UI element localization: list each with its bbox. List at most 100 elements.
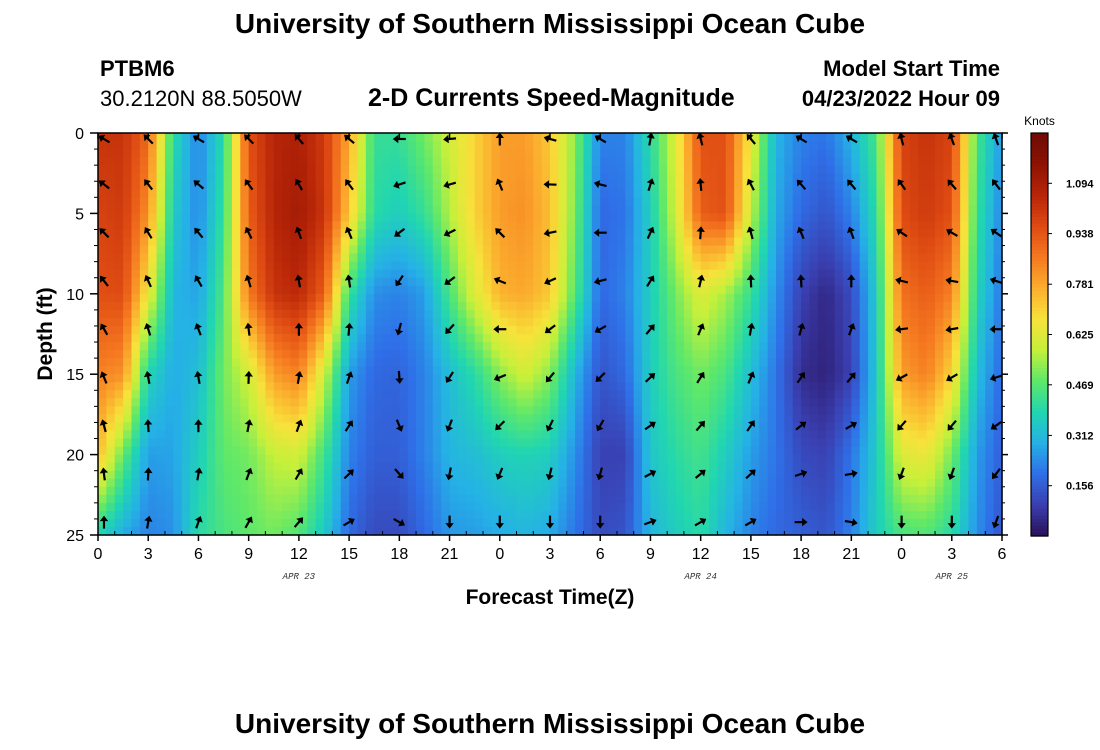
heatmap-cell (600, 325, 610, 335)
heatmap-cell (600, 374, 610, 383)
heatmap-cell (457, 374, 467, 383)
heatmap-cell (424, 237, 434, 247)
heatmap-cell (550, 462, 559, 472)
heatmap-cell (650, 205, 660, 214)
heatmap-cell (524, 325, 534, 335)
heatmap-cell (173, 269, 183, 279)
heatmap-cell (198, 406, 208, 415)
heatmap-cell (315, 518, 325, 528)
heatmap-cell (625, 253, 635, 263)
heatmap-cell (307, 237, 317, 247)
heatmap-cell (616, 157, 626, 166)
heatmap-cell (340, 342, 350, 351)
heatmap-cell (817, 342, 827, 351)
heatmap-cell (206, 149, 216, 158)
heatmap-cell (608, 213, 618, 223)
heatmap-cell (826, 366, 836, 375)
heatmap-cell (909, 229, 919, 239)
heatmap-cell (583, 309, 593, 319)
heatmap-cell (483, 390, 493, 399)
heatmap-cell (516, 317, 526, 327)
heatmap-cell (642, 438, 652, 448)
heatmap-cell (558, 494, 568, 504)
heatmap-cell (558, 526, 568, 536)
heatmap-cell (675, 141, 685, 150)
heatmap-cell (131, 277, 141, 287)
heatmap-cell (608, 438, 618, 448)
heatmap-cell (240, 197, 250, 206)
heatmap-cell (139, 526, 149, 536)
heatmap-cell (156, 438, 166, 448)
heatmap-cell (692, 149, 702, 158)
heatmap-cell (164, 334, 174, 343)
heatmap-cell (575, 366, 585, 375)
heatmap-cell (683, 526, 693, 536)
heatmap-cell (466, 438, 476, 448)
heatmap-cell (893, 237, 903, 247)
heatmap-cell (776, 141, 785, 150)
heatmap-cell (876, 454, 886, 464)
heatmap-cell (332, 382, 342, 391)
heatmap-cell (190, 366, 200, 375)
heatmap-cell (257, 149, 267, 158)
heatmap-cell (106, 358, 116, 367)
heatmap-cell (558, 309, 568, 319)
heatmap-cell (817, 430, 827, 440)
heatmap-cell (349, 269, 359, 279)
heatmap-cell (290, 301, 300, 311)
heatmap-cell (700, 462, 710, 472)
heatmap-cell (231, 189, 241, 198)
heatmap-cell (667, 510, 677, 520)
heatmap-cell (164, 213, 174, 223)
heatmap-cell (466, 133, 476, 142)
heatmap-cell (257, 374, 267, 383)
heatmap-cell (767, 317, 777, 327)
heatmap-cell (156, 293, 166, 303)
heatmap-cell (399, 237, 409, 247)
heatmap-cell (265, 342, 275, 351)
heatmap-cell (399, 285, 409, 295)
heatmap-cell (190, 526, 200, 536)
heatmap-cell (709, 237, 719, 247)
heatmap-cell (524, 414, 534, 424)
heatmap-cell (616, 494, 626, 504)
heatmap-cell (608, 478, 618, 488)
heatmap-cell (474, 382, 484, 391)
heatmap-cell (842, 253, 852, 263)
heatmap-cell (374, 342, 384, 351)
heatmap-cell (340, 494, 350, 504)
heatmap-cell (248, 334, 258, 343)
heatmap-cell (248, 390, 258, 399)
heatmap-cell (801, 301, 811, 311)
heatmap-cell (248, 398, 258, 407)
heatmap-cell (156, 422, 166, 432)
heatmap-cell (692, 358, 702, 367)
heatmap-cell (575, 309, 585, 319)
heatmap-cell (273, 141, 283, 150)
heatmap-cell (148, 269, 158, 279)
heatmap-cell (399, 422, 409, 432)
heatmap-cell (759, 277, 769, 287)
heatmap-cell (181, 317, 191, 327)
heatmap-cell (131, 518, 141, 528)
heatmap-cell (893, 414, 903, 424)
heatmap-cell (842, 406, 852, 415)
heatmap-cell (700, 253, 710, 263)
heatmap-cell (349, 253, 359, 263)
heatmap-cell (499, 213, 509, 223)
heatmap-cell (508, 398, 518, 407)
heatmap-cell (257, 382, 267, 391)
heatmap-cell (826, 390, 836, 399)
heatmap-cell (290, 141, 300, 150)
heatmap-cell (717, 173, 727, 182)
heatmap-cell (717, 197, 727, 206)
heatmap-cell (893, 253, 903, 263)
heatmap-cell (474, 237, 484, 247)
heatmap-cell (792, 157, 802, 166)
heatmap-cell (725, 133, 735, 142)
heatmap-cell (516, 189, 526, 198)
heatmap-cell (633, 141, 643, 150)
heatmap-cell (884, 269, 894, 279)
heatmap-cell (424, 430, 434, 440)
heatmap-cell (675, 510, 685, 520)
